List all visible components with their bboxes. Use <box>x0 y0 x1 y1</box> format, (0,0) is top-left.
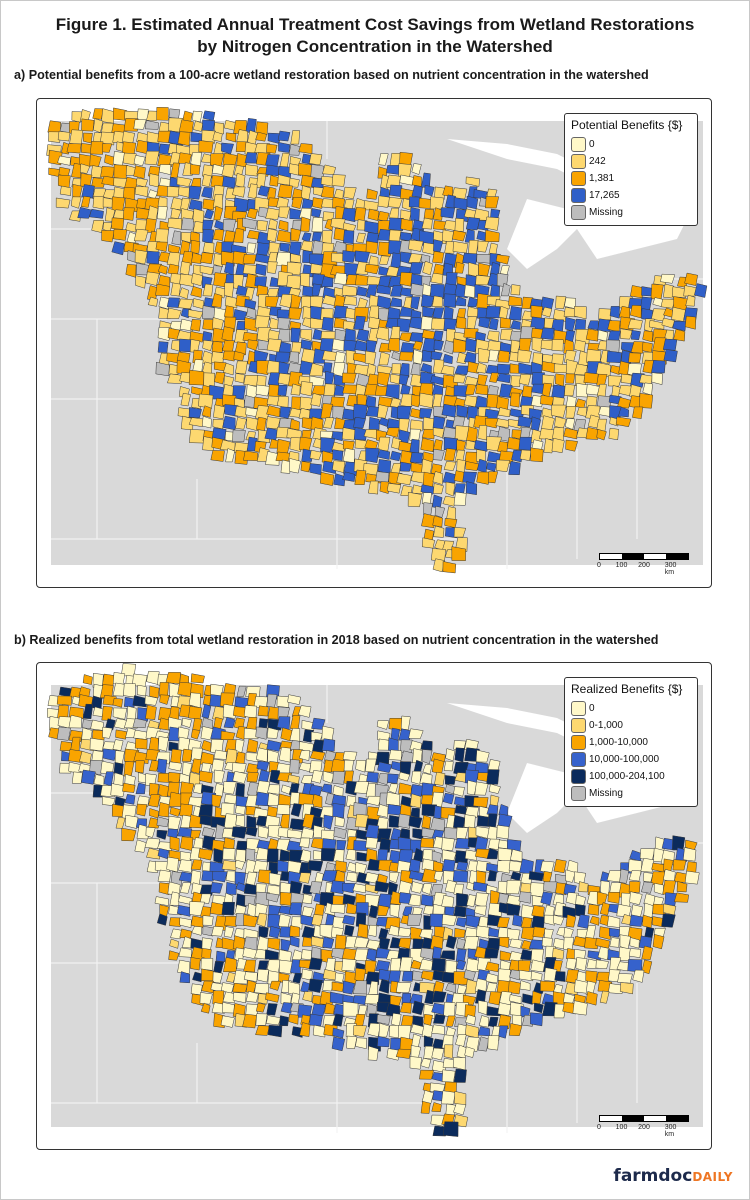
legend-swatch <box>571 701 586 716</box>
legend-item: Missing <box>571 785 691 802</box>
legend-item: 242 <box>571 153 691 170</box>
legend-item: 1,000-10,000 <box>571 734 691 751</box>
legend-item: 0 <box>571 700 691 717</box>
legend-swatch <box>571 154 586 169</box>
figure-title-line1: Figure 1. Estimated Annual Treatment Cos… <box>55 15 695 34</box>
legend-swatch <box>571 718 586 733</box>
legend-item: Missing <box>571 204 691 221</box>
legend-item: 0 <box>571 136 691 153</box>
panel-b-legend: Realized Benefits {$} 0 0-1,000 1,000-10… <box>564 677 698 807</box>
legend-title: Realized Benefits {$} <box>571 682 683 696</box>
panel-b-caption: b) Realized benefits from total wetland … <box>14 633 659 647</box>
figure-title-line2: by Nitrogen Concentration in the Watersh… <box>197 37 553 56</box>
legend-swatch <box>571 205 586 220</box>
legend-item: 17,265 <box>571 187 691 204</box>
panel-a-basemap <box>46 107 708 574</box>
legend-item: 0-1,000 <box>571 717 691 734</box>
panel-b-map: Realized Benefits {$} 0 0-1,000 1,000-10… <box>36 662 712 1150</box>
panel-a-legend: Potential Benefits {$} 0 242 1,381 17,26… <box>564 113 698 226</box>
legend-item: 100,000-204,100 <box>571 768 691 785</box>
panel-a-caption: a) Potential benefits from a 100-acre we… <box>14 68 649 82</box>
farmdoc-daily-logo: farmdocDAILY <box>613 1166 733 1186</box>
legend-swatch <box>571 171 586 186</box>
legend-swatch <box>571 752 586 767</box>
panel-a-scalebar: 0 100 200 300 km <box>597 553 689 577</box>
legend-item: 1,381 <box>571 170 691 187</box>
legend-swatch <box>571 735 586 750</box>
legend-swatch <box>571 188 586 203</box>
legend-title: Potential Benefits {$} <box>571 118 683 132</box>
legend-swatch <box>571 769 586 784</box>
legend-swatch <box>571 137 586 152</box>
panel-a-map: Potential Benefits {$} 0 242 1,381 17,26… <box>36 98 712 588</box>
panel-b-scalebar: 0 100 200 300 km <box>597 1115 689 1139</box>
legend-swatch <box>571 786 586 801</box>
figure-title: Figure 1. Estimated Annual Treatment Cos… <box>0 14 750 58</box>
legend-item: 10,000-100,000 <box>571 751 691 768</box>
